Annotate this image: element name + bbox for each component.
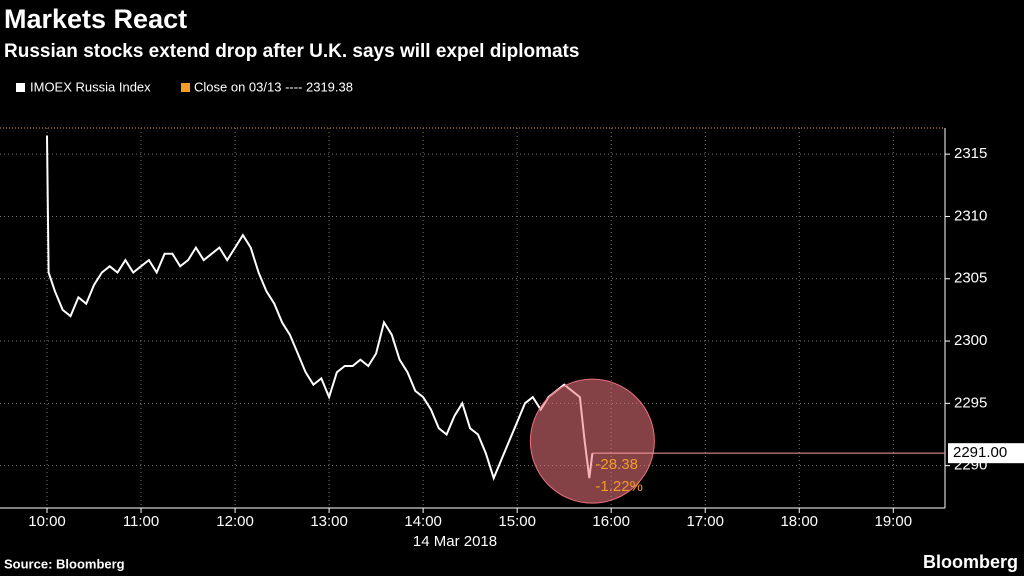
x-date-label: 14 Mar 2018 bbox=[413, 533, 497, 550]
last-value-box bbox=[948, 443, 1024, 464]
line-series bbox=[46, 135, 594, 482]
x-tick-label: 17:00 bbox=[686, 513, 724, 530]
legend-swatch bbox=[16, 83, 25, 92]
x-tick-label: 14:00 bbox=[404, 513, 442, 530]
chart-subtitle: Russian stocks extend drop after U.K. sa… bbox=[4, 41, 579, 62]
highlight-circle bbox=[529, 378, 655, 504]
x-tick-label: 16:00 bbox=[592, 513, 630, 530]
x-tick-label: 13:00 bbox=[310, 513, 348, 530]
change-label: -28.38 bbox=[595, 456, 638, 473]
chart-title: Markets React bbox=[4, 4, 187, 34]
last-value-label: 2291.00 bbox=[953, 444, 1007, 461]
x-tick-label: 19:00 bbox=[875, 513, 913, 530]
x-tick-label: 15:00 bbox=[498, 513, 536, 530]
x-tick-label: 10:00 bbox=[28, 513, 66, 530]
y-tick-label: 2310 bbox=[954, 207, 987, 224]
x-tick-label: 12:00 bbox=[216, 513, 254, 530]
legend-entry: Close on 03/13 ---- 2319.38 bbox=[194, 79, 353, 94]
x-tick-label: 18:00 bbox=[780, 513, 818, 530]
x-tick-label: 11:00 bbox=[123, 513, 159, 530]
y-tick-label: 2315 bbox=[954, 145, 987, 162]
source: Source: Bloomberg bbox=[4, 556, 125, 571]
brand: Bloomberg bbox=[923, 552, 1018, 572]
legend-swatch bbox=[181, 83, 190, 92]
y-tick-label: 2300 bbox=[954, 332, 987, 349]
y-tick-label: 2295 bbox=[954, 394, 987, 411]
y-tick-label: 2305 bbox=[954, 270, 987, 287]
legend-entry: IMOEX Russia Index bbox=[30, 79, 151, 94]
change-label: -1.22% bbox=[595, 478, 643, 495]
